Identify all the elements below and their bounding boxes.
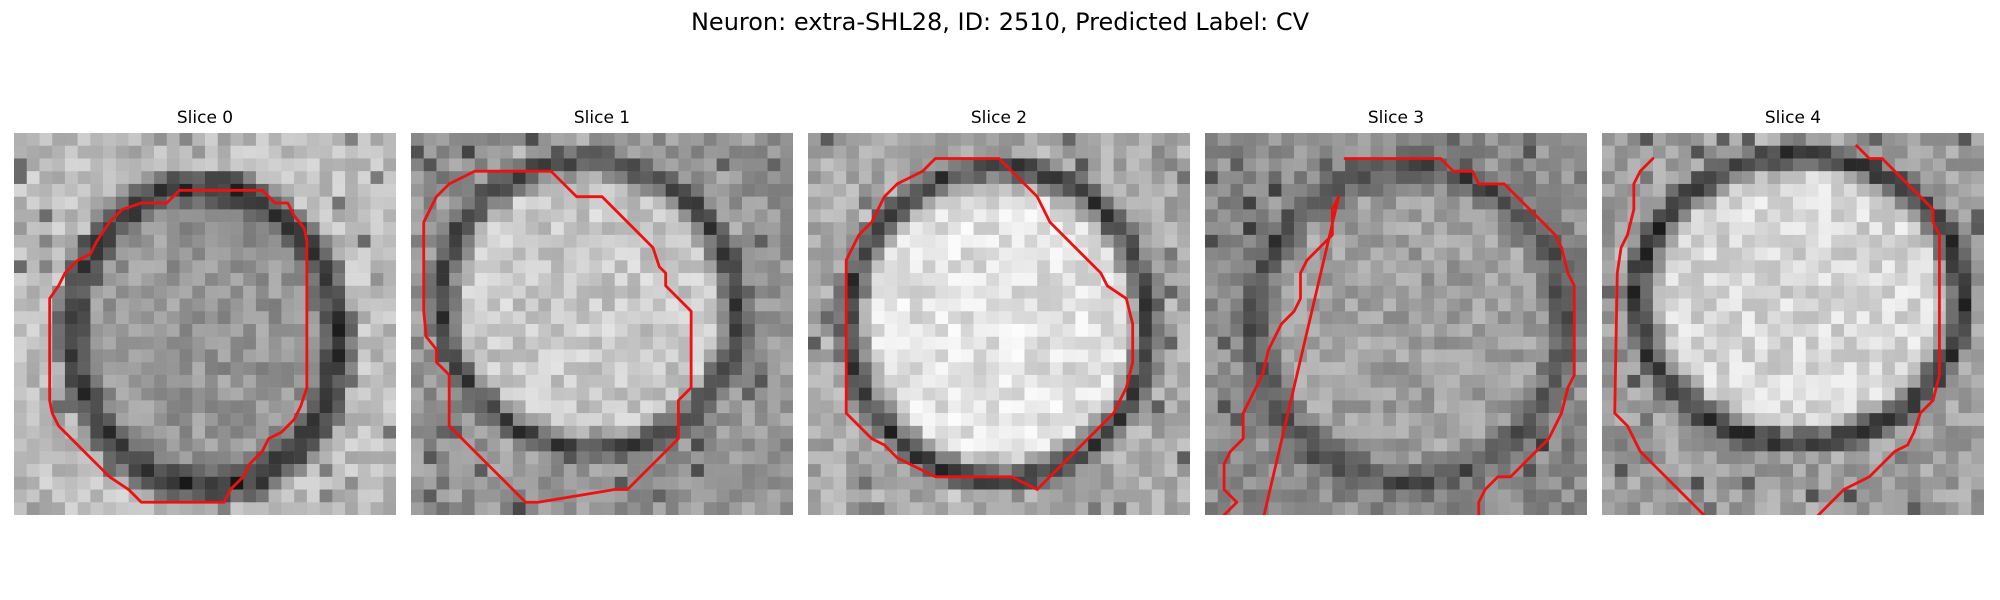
slice-panel-3: Slice 3: [1205, 108, 1587, 520]
slice-image-3: [1205, 133, 1587, 515]
slice-image-4: [1602, 133, 1984, 515]
slice-image-1: [411, 133, 793, 515]
slice-panel-0: Slice 0: [14, 108, 396, 520]
slice-panel-4: Slice 4: [1602, 108, 1984, 520]
slice-panel-2: Slice 2: [808, 108, 1190, 520]
slice-title: Slice 2: [970, 108, 1028, 128]
segmentation-contour: [844, 157, 1135, 491]
segmentation-contour: [1222, 157, 1576, 515]
segmentation-contour: [422, 169, 693, 504]
slice-title: Slice 0: [176, 108, 234, 128]
slice-title: Slice 4: [1764, 108, 1822, 128]
segmentation-contour: [1613, 144, 1941, 515]
slice-title: Slice 1: [573, 108, 631, 128]
slice-image-2: [808, 133, 1190, 515]
slice-image-0: [14, 133, 396, 515]
figure-title: Neuron: extra-SHL28, ID: 2510, Predicted…: [690, 8, 1310, 36]
segmentation-contour: [48, 188, 309, 504]
slice-panel-1: Slice 1: [411, 108, 793, 520]
slice-title: Slice 3: [1367, 108, 1425, 128]
